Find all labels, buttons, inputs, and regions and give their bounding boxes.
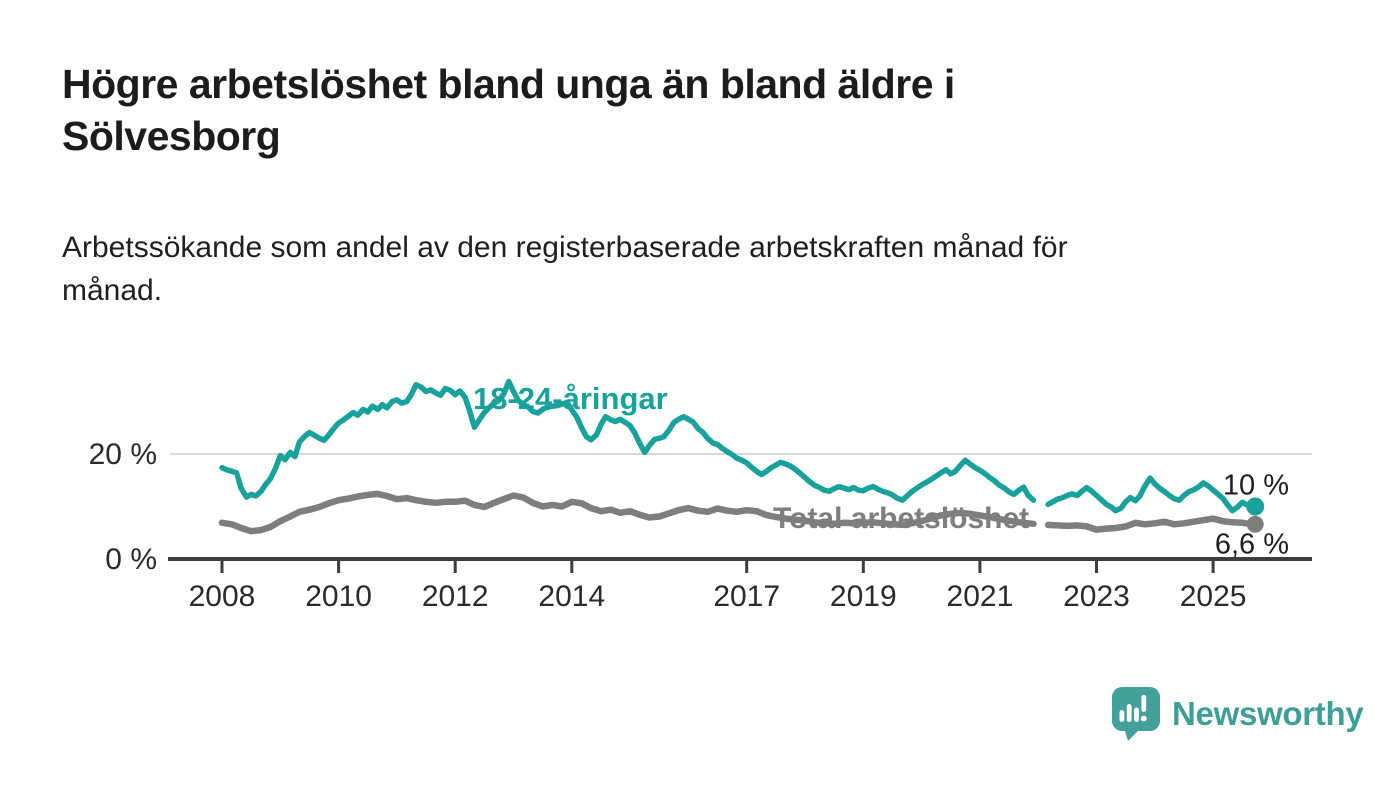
y-tick-label-20: 20 % [89, 438, 157, 471]
page-title-line2: Sölvesborg [62, 113, 281, 159]
youth-end-value-label: 10 % [1223, 470, 1289, 502]
x-tick-label: 2008 [189, 580, 256, 613]
x-tick-label: 2010 [305, 580, 372, 613]
x-tick-label: 2017 [713, 580, 780, 613]
y-tick-label-0: 0 % [105, 543, 157, 576]
x-tick-label: 2023 [1063, 580, 1130, 613]
x-tick-label: 2014 [538, 580, 605, 613]
chart-subtitle-line1: Arbetssökande som andel av den registerb… [62, 231, 1068, 264]
bar-chart-bar-medium [1134, 707, 1139, 722]
total-series-line [218, 490, 1256, 535]
newsworthy-brand-name: Newsworthy [1172, 695, 1364, 732]
line-chart: 18-24-åringar Total arbetslöshet 10 % 6,… [0, 340, 1400, 650]
bar-chart-bar-small [1119, 710, 1125, 722]
chart-subtitle-line2: månad. [62, 274, 163, 307]
chart-subtitle: Arbetssökande som andel av den registerb… [62, 226, 1262, 312]
newsworthy-logo[interactable]: Newsworthy [1112, 686, 1364, 742]
youth-series-label: 18-24-åringar [473, 381, 668, 416]
x-tick-label: 2012 [422, 580, 489, 613]
total-series-label: Total arbetslöshet [773, 502, 1029, 535]
x-tick-label: 2019 [830, 580, 897, 613]
x-axis-ticks: 2008 2010 2012 2014 2017 2019 2021 2023 2025 [189, 559, 1247, 613]
bar-chart-bar-tall [1126, 704, 1132, 722]
youth-end-dot [1246, 497, 1265, 516]
x-tick-label: 2025 [1180, 580, 1247, 613]
exclamation-stick [1141, 695, 1147, 712]
page-title-line1: Högre arbetslöshet bland unga än bland ä… [62, 61, 955, 107]
chart-canvas: 18-24-åringar Total arbetslöshet 10 % 6,… [89, 378, 1312, 613]
newsworthy-logo-icon [1112, 687, 1160, 741]
page-title: Högre arbetslöshet bland unga än bland ä… [62, 58, 1162, 162]
total-end-dot [1246, 515, 1264, 533]
x-axis: 2008 2010 2012 2014 2017 2019 2021 2023 2025 [168, 557, 1312, 613]
youth-series-line [219, 378, 1255, 514]
exclamation-dot [1140, 715, 1147, 722]
total-end-value-label: 6,6 % [1215, 528, 1289, 560]
x-tick-label: 2021 [947, 580, 1014, 613]
